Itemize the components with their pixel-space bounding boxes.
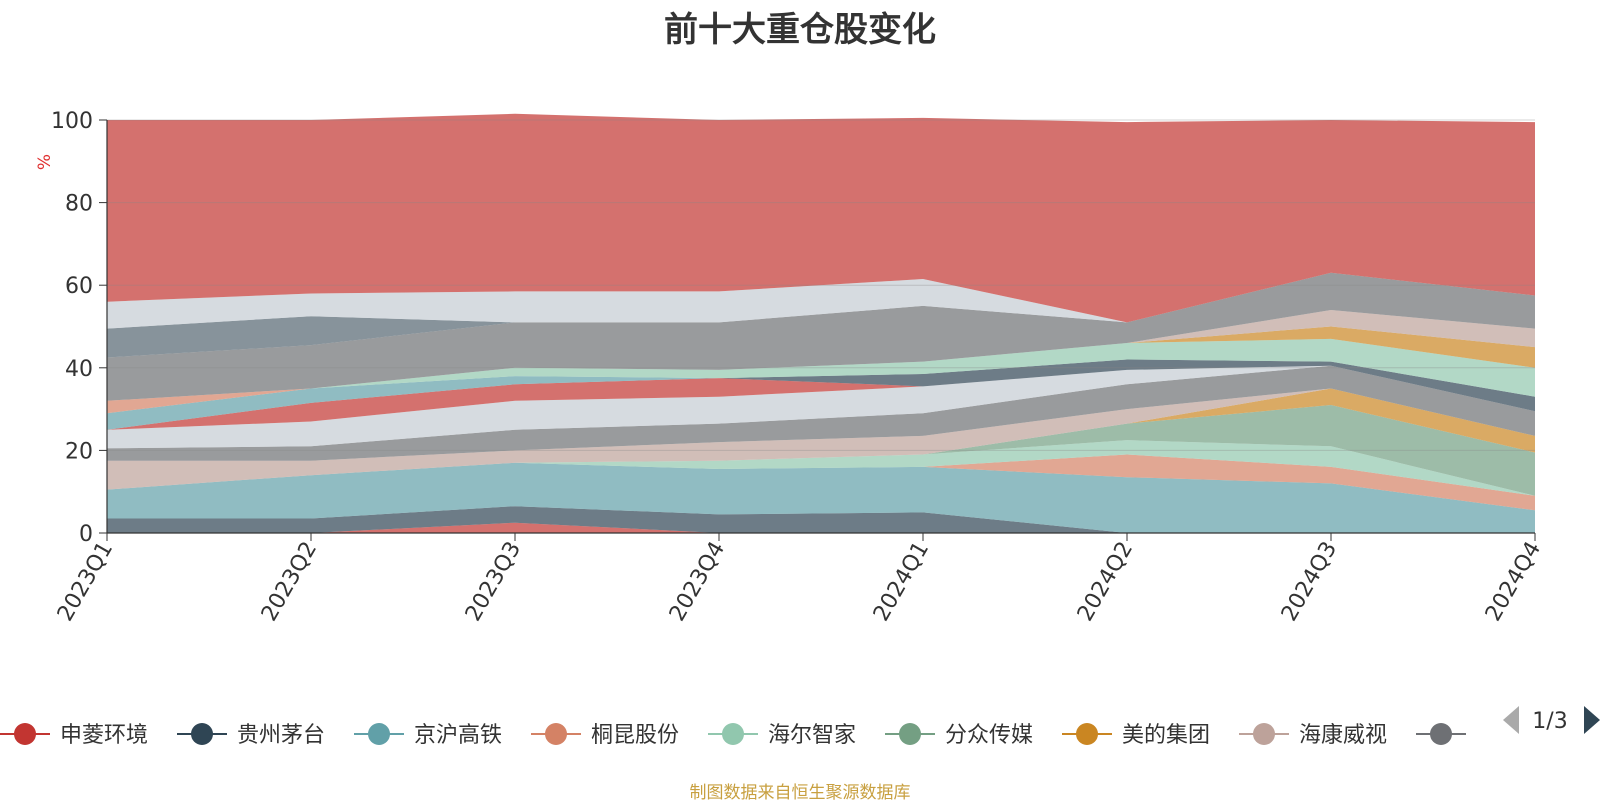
series-area-2[interactable] xyxy=(107,462,1535,533)
series-area-16[interactable] xyxy=(107,310,1535,401)
legend-item[interactable]: 海尔智家 xyxy=(708,723,856,748)
series-area-10[interactable] xyxy=(107,365,1535,430)
legend-label: 海康威视 xyxy=(1299,723,1387,748)
legend-item-partial[interactable] xyxy=(1416,723,1466,745)
series-area-14[interactable] xyxy=(107,338,1535,401)
legend: 申菱环境 贵州茅台 京沪高铁 桐昆股份 海尔智家 分众传媒 美的集团 海康威视 xyxy=(0,723,1466,748)
series-area-8[interactable] xyxy=(107,365,1535,461)
x-tick-label: 2024Q1 xyxy=(869,538,934,626)
legend-item[interactable]: 桐昆股份 xyxy=(531,723,679,748)
x-tick-label: 2023Q1 xyxy=(53,538,118,626)
y-tick-label: 100 xyxy=(51,109,93,134)
legend-marker-icon xyxy=(368,723,390,745)
legend-item[interactable]: 美的集团 xyxy=(1062,723,1210,748)
legend-marker-icon xyxy=(722,723,744,745)
series-area-20[interactable] xyxy=(107,113,1535,323)
legend-marker-icon xyxy=(899,723,921,745)
legend-label: 京沪高铁 xyxy=(414,723,502,748)
series-area-5[interactable] xyxy=(107,405,1535,496)
series-area-9[interactable] xyxy=(107,365,1535,449)
source-note: 制图数据来自恒生聚源数据库 xyxy=(689,783,911,803)
legend-marker-icon xyxy=(545,723,567,745)
y-tick-label: 60 xyxy=(65,274,93,299)
x-tick-label: 2024Q4 xyxy=(1481,538,1546,626)
legend-prev-icon[interactable] xyxy=(1503,706,1519,734)
series-area-4[interactable] xyxy=(107,440,1535,496)
legend-item[interactable]: 京沪高铁 xyxy=(354,723,502,748)
x-tick-label: 2024Q3 xyxy=(1277,538,1342,626)
series-areas xyxy=(107,113,1535,533)
legend-marker-icon xyxy=(1076,723,1098,745)
series-area-7[interactable] xyxy=(107,388,1535,490)
series-area-0[interactable] xyxy=(107,522,1535,533)
series-area-11[interactable] xyxy=(107,365,1535,430)
legend-marker-icon xyxy=(1253,723,1275,745)
legend-item[interactable]: 分众传媒 xyxy=(885,723,1033,748)
legend-pager: 1/3 xyxy=(1503,706,1600,734)
legend-label: 海尔智家 xyxy=(768,723,856,748)
series-area-1[interactable] xyxy=(107,506,1535,533)
legend-marker-icon xyxy=(191,723,213,745)
legend-label: 分众传媒 xyxy=(945,723,1033,748)
x-tick-label: 2023Q3 xyxy=(461,538,526,626)
legend-item[interactable]: 申菱环境 xyxy=(0,723,148,748)
legend-item[interactable]: 海康威视 xyxy=(1239,723,1387,748)
y-tick-label: 40 xyxy=(65,357,93,382)
legend-label: 贵州茅台 xyxy=(237,723,325,748)
legend-marker-icon xyxy=(14,723,36,745)
legend-page-indicator: 1/3 xyxy=(1532,709,1567,734)
y-tick-label: 20 xyxy=(65,439,93,464)
series-area-15[interactable] xyxy=(107,326,1535,401)
legend-marker-icon xyxy=(1430,723,1452,745)
chart-title: 前十大重仓股变化 xyxy=(664,10,936,50)
x-tick-label: 2024Q2 xyxy=(1073,538,1138,626)
legend-label: 桐昆股份 xyxy=(591,723,679,748)
legend-label: 美的集团 xyxy=(1122,723,1210,748)
y-tick-label: 80 xyxy=(65,192,93,217)
x-tick-label: 2023Q2 xyxy=(257,538,322,626)
legend-item[interactable]: 贵州茅台 xyxy=(177,723,325,748)
legend-next-icon[interactable] xyxy=(1584,706,1600,734)
series-area-17[interactable] xyxy=(107,272,1535,401)
y-axis-label: % xyxy=(35,154,55,170)
legend-label: 申菱环境 xyxy=(60,723,148,748)
series-area-19[interactable] xyxy=(107,272,1535,329)
grid-lines xyxy=(107,119,1535,451)
series-area-3[interactable] xyxy=(107,454,1535,511)
x-tick-label: 2023Q4 xyxy=(665,538,730,626)
y-tick-label: 0 xyxy=(79,522,93,547)
